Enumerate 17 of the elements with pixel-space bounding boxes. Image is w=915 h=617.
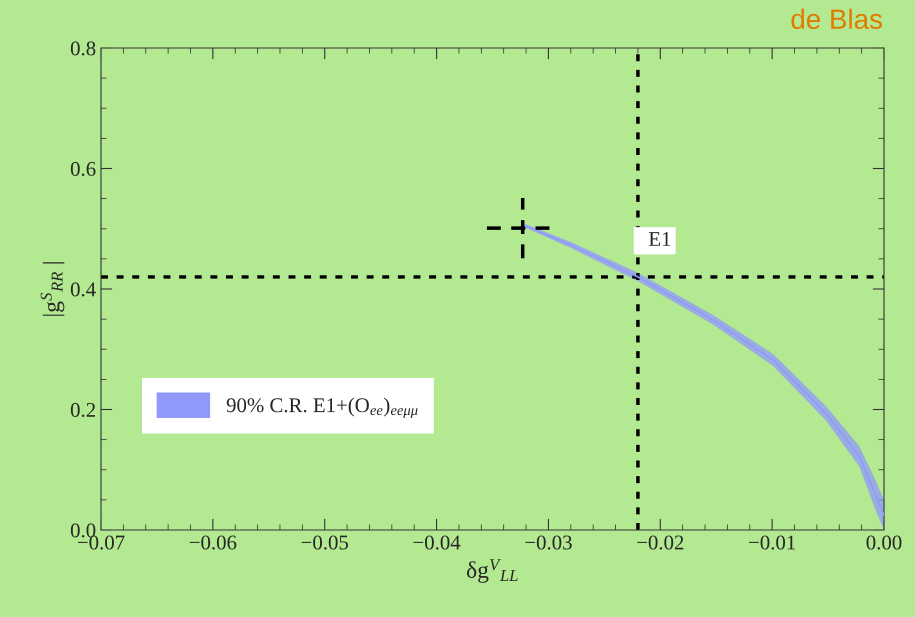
ref-line-label: E1 <box>648 232 670 246</box>
x-tick-label: −0.02 <box>637 535 684 550</box>
x-tick-label: 0.00 <box>866 535 902 550</box>
legend-label: 90% C.R. E1+(O$_{ee}$)$_{eeμμ}$ <box>226 398 418 418</box>
y-tick-label: 0.0 <box>70 523 96 538</box>
y-tick-label: 0.4 <box>70 282 96 297</box>
y-tick-label: 0.2 <box>70 402 95 418</box>
x-tick-label: −0.03 <box>525 535 572 550</box>
y-axis-title: |g$^{S}$$_{RR}$ | <box>40 262 64 316</box>
text: de Blas <box>791 8 882 30</box>
x-axis-title: δg$^{V}$$_{LL}$ <box>466 559 518 583</box>
x-tick-label: −0.01 <box>749 535 795 550</box>
x-tick-label: −0.04 <box>414 535 460 550</box>
x-tick-label: −0.05 <box>302 535 348 550</box>
y-tick-label: 0.6 <box>70 162 96 176</box>
y-tick-label: 0.8 <box>70 41 96 56</box>
x-tick-label: −0.06 <box>190 535 236 550</box>
